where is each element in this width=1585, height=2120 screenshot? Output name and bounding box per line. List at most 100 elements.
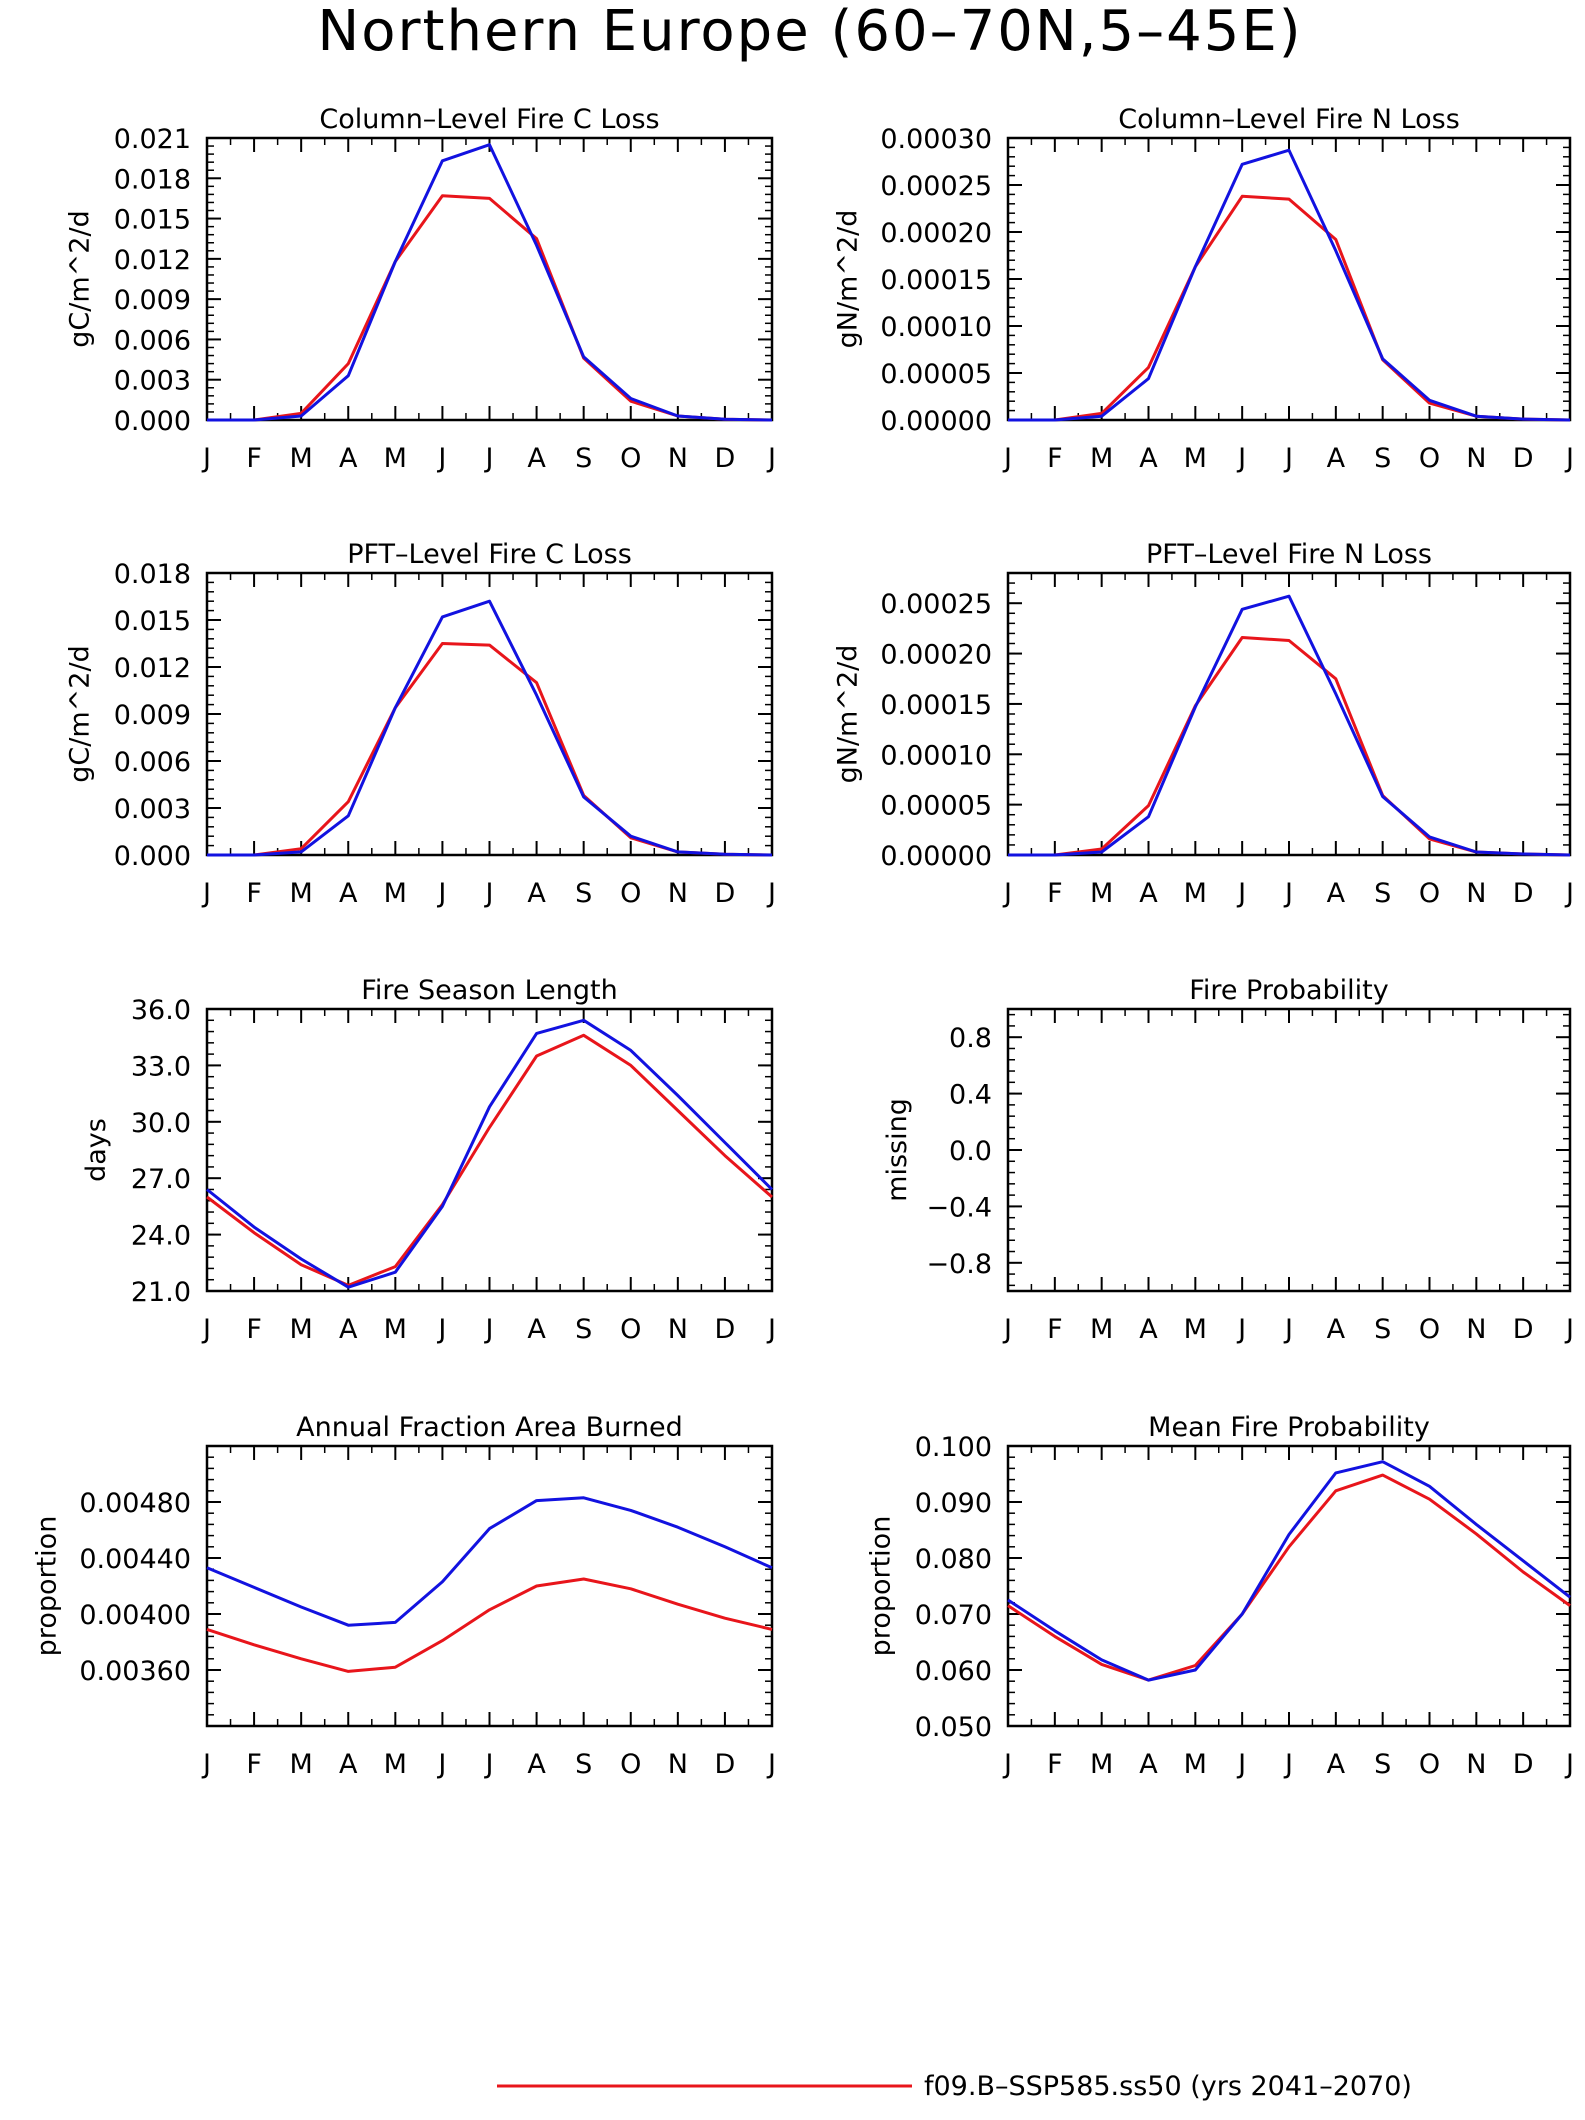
x-tick-label: J bbox=[1236, 1314, 1246, 1345]
x-tick-label: A bbox=[1139, 1314, 1158, 1345]
y-tick-label: 0.015 bbox=[114, 606, 191, 637]
x-tick-label: J bbox=[766, 1314, 776, 1345]
x-tick-label: M bbox=[1184, 1314, 1207, 1345]
y-tick-label: 30.0 bbox=[131, 1108, 191, 1139]
x-tick-label: M bbox=[1184, 1749, 1207, 1780]
plot-frame bbox=[205, 1007, 774, 1293]
y-tick-label: 0.00480 bbox=[79, 1488, 191, 1519]
x-tick-label: A bbox=[527, 443, 546, 474]
y-tick-label: 0.00015 bbox=[880, 690, 992, 721]
x-tick-label: N bbox=[668, 1314, 688, 1345]
x-tick-label: A bbox=[339, 1314, 358, 1345]
x-tick-label: N bbox=[668, 878, 688, 909]
x-tick-label: O bbox=[1419, 443, 1440, 474]
plot-frame bbox=[1006, 136, 1572, 422]
panel-title: PFT–Level Fire N Loss bbox=[1146, 539, 1432, 570]
x-tick-label: D bbox=[1513, 443, 1534, 474]
x-tick-label: J bbox=[1002, 878, 1012, 909]
y-axis-label: missing bbox=[882, 1098, 913, 1202]
y-tick-label: 0.003 bbox=[114, 366, 191, 397]
series-line-2 bbox=[207, 143, 773, 422]
x-tick-label: M bbox=[1090, 1749, 1113, 1780]
series-line-2 bbox=[207, 599, 773, 857]
x-tick-label: J bbox=[201, 1314, 211, 1345]
plot-frame bbox=[205, 1444, 774, 1728]
plot-frame bbox=[1006, 1007, 1572, 1293]
y-axis-label: gN/m^2/d bbox=[833, 645, 864, 784]
x-tick-label: N bbox=[668, 443, 688, 474]
x-tick-label: D bbox=[715, 1749, 736, 1780]
y-tick-label: 27.0 bbox=[131, 1164, 191, 1195]
series-line-2 bbox=[1008, 148, 1571, 422]
series-line-1 bbox=[206, 1577, 773, 1673]
y-tick-label: 0.015 bbox=[114, 205, 191, 236]
x-tick-label: A bbox=[339, 443, 358, 474]
series-line-1 bbox=[207, 642, 773, 857]
series-line-1 bbox=[1008, 194, 1571, 422]
x-tick-label: F bbox=[246, 878, 262, 909]
series-line-2 bbox=[1008, 594, 1571, 857]
x-tick-label: M bbox=[290, 1314, 313, 1345]
x-tick-label: J bbox=[484, 443, 494, 474]
x-tick-label: O bbox=[1419, 1749, 1440, 1780]
series-line-1 bbox=[206, 1033, 773, 1287]
x-tick-label: N bbox=[1466, 878, 1486, 909]
series-line-1 bbox=[1007, 1473, 1571, 1682]
x-tick-label: M bbox=[384, 878, 407, 909]
x-tick-label: A bbox=[1327, 443, 1346, 474]
x-tick-label: J bbox=[1283, 878, 1293, 909]
x-tick-label: A bbox=[527, 1314, 546, 1345]
plot-frame bbox=[205, 571, 774, 857]
x-tick-label: J bbox=[1564, 1314, 1574, 1345]
y-tick-label: −0.4 bbox=[926, 1192, 992, 1223]
y-tick-label: 0.00400 bbox=[79, 1600, 191, 1631]
x-tick-label: J bbox=[1236, 443, 1246, 474]
x-tick-label: F bbox=[1047, 1314, 1063, 1345]
y-tick-label: 0.006 bbox=[114, 325, 191, 356]
x-tick-label: S bbox=[1374, 443, 1391, 474]
panel-title: Fire Probability bbox=[1189, 975, 1389, 1006]
x-tick-label: J bbox=[1564, 443, 1574, 474]
plot-frame bbox=[205, 136, 774, 422]
x-tick-label: S bbox=[575, 878, 592, 909]
x-tick-label: M bbox=[384, 1314, 407, 1345]
y-tick-label: 0.000 bbox=[114, 841, 191, 872]
y-tick-label: 0.8 bbox=[949, 1023, 992, 1054]
y-tick-label: 0.00000 bbox=[880, 406, 992, 437]
x-tick-label: A bbox=[1139, 443, 1158, 474]
y-tick-label: 0.00360 bbox=[79, 1656, 191, 1687]
plot-frame bbox=[1006, 1444, 1572, 1728]
x-tick-label: M bbox=[1090, 878, 1113, 909]
x-tick-label: M bbox=[1090, 443, 1113, 474]
y-tick-label: 0.00005 bbox=[880, 359, 992, 390]
y-tick-label: 0.00020 bbox=[880, 218, 992, 249]
x-tick-label: J bbox=[484, 1749, 494, 1780]
x-tick-label: S bbox=[575, 1314, 592, 1345]
y-tick-label: 0.00010 bbox=[880, 312, 992, 343]
plot-frame bbox=[1006, 571, 1572, 857]
y-tick-label: 0.060 bbox=[915, 1656, 992, 1687]
x-tick-label: J bbox=[766, 878, 776, 909]
series-line-1 bbox=[207, 194, 773, 422]
x-tick-label: M bbox=[384, 443, 407, 474]
series-line-1 bbox=[1008, 636, 1571, 857]
x-tick-label: J bbox=[436, 1749, 446, 1780]
x-tick-label: F bbox=[246, 1749, 262, 1780]
x-tick-label: D bbox=[1513, 1749, 1534, 1780]
x-tick-label: S bbox=[575, 443, 592, 474]
x-tick-label: J bbox=[1002, 1749, 1012, 1780]
panel-title: Mean Fire Probability bbox=[1148, 1412, 1430, 1443]
x-tick-label: M bbox=[290, 1749, 313, 1780]
y-tick-label: 0.00025 bbox=[880, 171, 992, 202]
y-tick-label: 0.009 bbox=[114, 700, 191, 731]
x-tick-label: N bbox=[1466, 443, 1486, 474]
x-tick-label: M bbox=[1090, 1314, 1113, 1345]
x-tick-label: D bbox=[715, 1314, 736, 1345]
panel-title: Fire Season Length bbox=[361, 975, 617, 1006]
y-tick-label: 0.000 bbox=[114, 406, 191, 437]
series-line-2 bbox=[206, 1496, 773, 1627]
